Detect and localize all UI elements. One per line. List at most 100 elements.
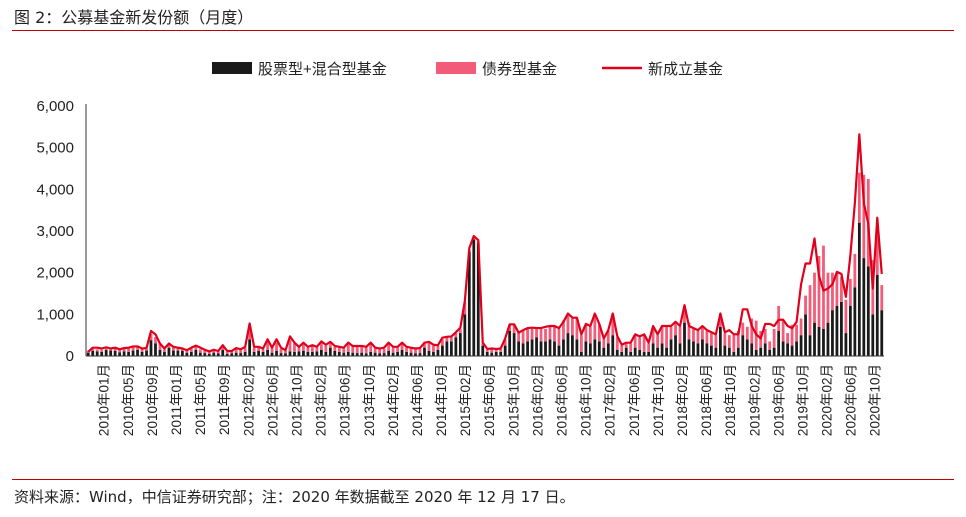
bar-bond xyxy=(526,328,529,342)
bar-bond xyxy=(396,347,399,352)
bar-bond xyxy=(521,331,525,344)
bar-bond xyxy=(813,272,816,323)
bar-bond xyxy=(382,348,386,354)
bar-equity-mixed xyxy=(418,353,422,356)
bar-bond xyxy=(167,343,171,348)
bar-bond xyxy=(297,347,301,352)
bar-bond xyxy=(432,345,435,352)
bar-equity-mixed xyxy=(198,352,202,356)
bar-bond xyxy=(95,349,99,352)
bar-bond xyxy=(544,328,547,342)
x-tick-label: 2020年10月 xyxy=(868,364,883,436)
bar-equity-mixed xyxy=(736,347,740,356)
y-tick-label: 0 xyxy=(66,348,74,365)
bar-equity-mixed xyxy=(579,351,583,356)
bar-bond xyxy=(140,349,144,352)
bar-bond xyxy=(261,349,265,352)
bar-equity-mixed xyxy=(781,341,785,356)
bar-bond xyxy=(804,295,807,315)
bar-equity-mixed xyxy=(207,353,211,356)
x-tick-label: 2011年05月 xyxy=(193,364,208,435)
bar-equity-mixed xyxy=(463,314,467,356)
bar-equity-mixed xyxy=(86,352,90,356)
bar-bond xyxy=(844,299,848,334)
bar-bond xyxy=(723,333,727,346)
bar-equity-mixed xyxy=(853,287,857,356)
x-tick-label: 2020年02月 xyxy=(820,364,835,436)
bar-equity-mixed xyxy=(754,349,758,356)
legend-item-2-swatch xyxy=(436,62,476,74)
y-tick-label: 4,000 xyxy=(36,181,74,198)
bar-equity-mixed xyxy=(311,351,314,356)
bar-bond xyxy=(499,349,503,352)
x-tick-label: 2013年02月 xyxy=(314,364,329,436)
bar-bond xyxy=(795,324,798,342)
bar-bond xyxy=(180,348,184,351)
bar-equity-mixed xyxy=(454,337,458,356)
bar-equity-mixed xyxy=(880,310,884,356)
bar-equity-mixed xyxy=(467,251,471,356)
bar-equity-mixed xyxy=(248,339,252,356)
bar-equity-mixed xyxy=(481,345,485,356)
x-tick-label: 2015年06月 xyxy=(482,364,497,436)
x-tick-label: 2016年06月 xyxy=(555,364,570,436)
bar-equity-mixed xyxy=(714,347,718,356)
bar-bond xyxy=(163,349,166,352)
bar-equity-mixed xyxy=(651,343,655,356)
bar-bond xyxy=(445,337,449,342)
bar-equity-mixed xyxy=(436,349,440,356)
bar-equity-mixed xyxy=(553,341,556,356)
bar-bond xyxy=(485,349,489,352)
bar-bond xyxy=(579,335,583,352)
bar-bond xyxy=(436,345,440,350)
y-tick-label: 3,000 xyxy=(36,223,74,240)
x-tick-label: 2010年01月 xyxy=(97,364,112,436)
bar-equity-mixed xyxy=(100,351,104,356)
bar-equity-mixed xyxy=(225,353,229,356)
bar-bond xyxy=(185,350,189,353)
bar-equity-mixed xyxy=(140,351,144,356)
bar-bond xyxy=(535,328,538,338)
bar-equity-mixed xyxy=(557,345,561,356)
bar-bond xyxy=(606,331,610,344)
bar-equity-mixed xyxy=(727,347,731,356)
bar-bond xyxy=(337,347,341,352)
bar-equity-mixed xyxy=(131,350,135,356)
bar-bond xyxy=(405,347,408,352)
bar-equity-mixed xyxy=(180,351,184,356)
bar-bond xyxy=(799,318,803,336)
bar-equity-mixed xyxy=(875,274,879,356)
bar-bond xyxy=(355,346,359,354)
bar-equity-mixed xyxy=(826,322,830,356)
bar-bond xyxy=(790,324,794,346)
bar-equity-mixed xyxy=(718,326,722,356)
bar-bond xyxy=(373,348,377,353)
bar-bond xyxy=(225,351,229,354)
bar-equity-mixed xyxy=(391,352,395,356)
bar-bond xyxy=(853,253,857,288)
bar-equity-mixed xyxy=(615,349,619,356)
bar-equity-mixed xyxy=(400,349,404,356)
bar-equity-mixed xyxy=(127,351,130,356)
bar-bond xyxy=(611,314,615,336)
source-note: 资料来源：Wind，中信证券研究部；注：2020 年数据截至 2020 年 12… xyxy=(14,488,575,506)
y-tick-label: 6,000 xyxy=(36,98,74,115)
bar-bond xyxy=(189,348,193,352)
bar-equity-mixed xyxy=(472,239,476,356)
bar-equity-mixed xyxy=(409,352,413,356)
bar-equity-mixed xyxy=(674,335,677,356)
bar-bond xyxy=(328,342,332,348)
bar-equity-mixed xyxy=(284,353,287,356)
bar-bond xyxy=(714,335,718,348)
bar-bond xyxy=(588,326,592,344)
x-tick-label: 2017年10月 xyxy=(651,364,666,436)
bar-equity-mixed xyxy=(485,351,489,356)
bar-bond xyxy=(880,285,884,311)
bar-bond xyxy=(562,320,565,340)
bar-bond xyxy=(351,346,355,353)
bar-equity-mixed xyxy=(432,351,435,356)
bar-bond xyxy=(360,346,364,353)
bar-equity-mixed xyxy=(813,322,816,356)
bar-bond xyxy=(311,345,314,352)
bar-equity-mixed xyxy=(109,350,113,356)
